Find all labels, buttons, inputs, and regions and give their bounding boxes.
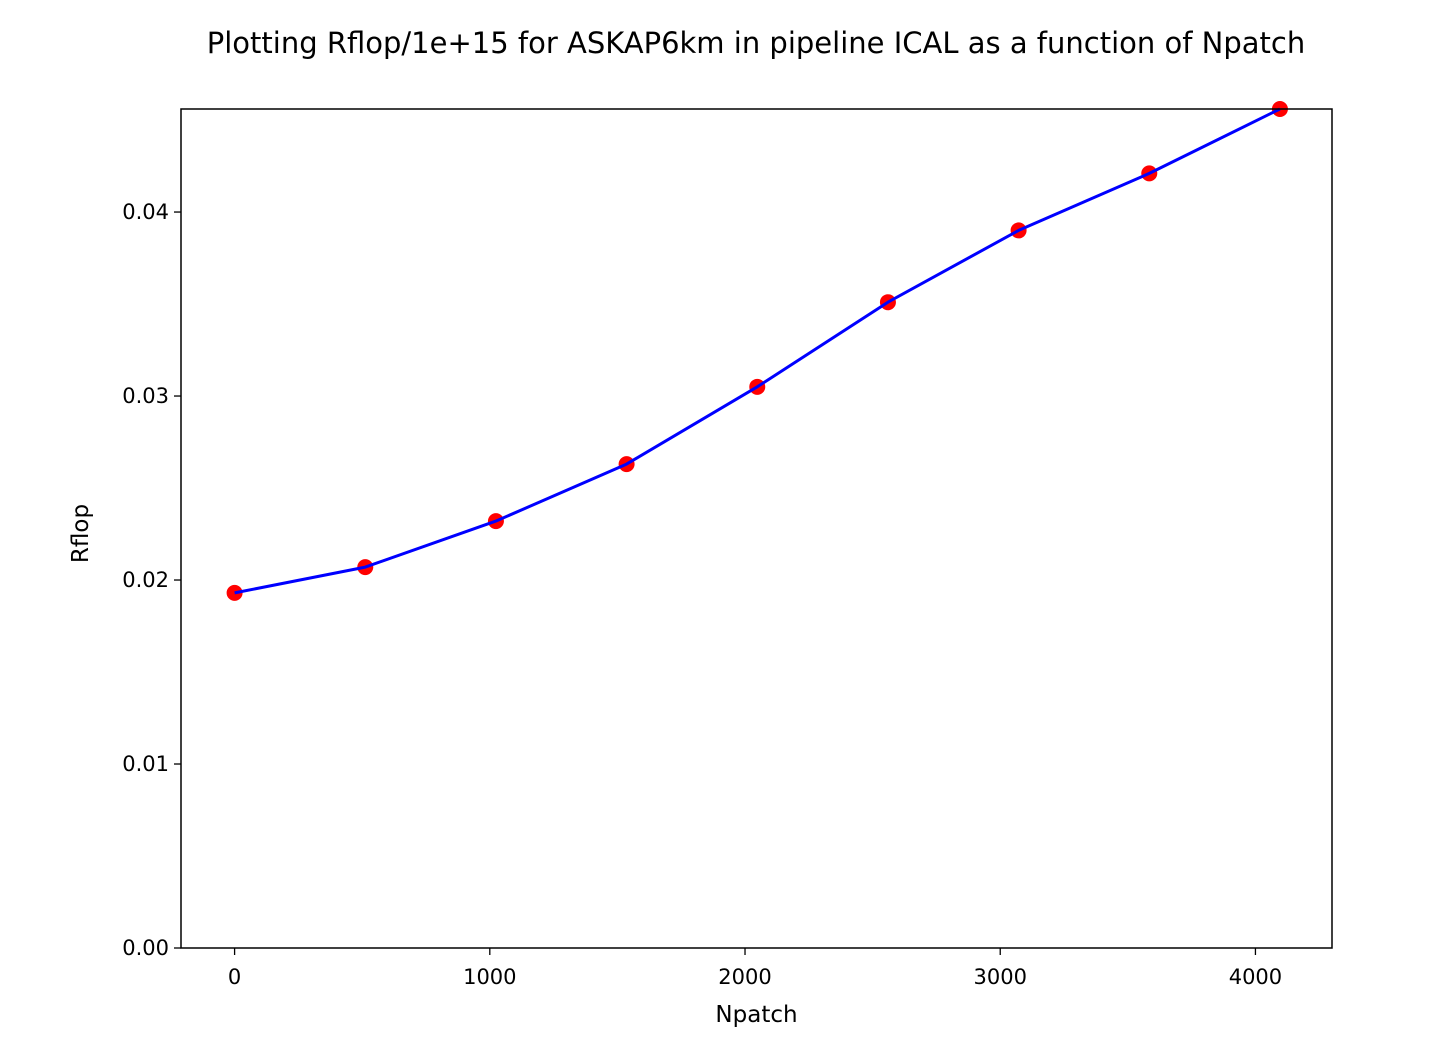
x-tick-label: 2000 [718,965,771,989]
x-tick-label: 1000 [463,965,516,989]
x-tick-label: 4000 [1229,965,1282,989]
plot-marks [226,101,1288,601]
series-line [234,107,1281,595]
y-tick-label: 0.01 [122,752,169,776]
x-axis: 0 1000 2000 3000 4000 [228,948,1282,989]
y-tick-label: 0.03 [122,384,169,408]
y-tick-label: 0.00 [122,936,169,960]
y-tick-label: 0.04 [122,200,169,224]
x-tick-label: 0 [228,965,241,989]
y-tick-label: 0.02 [122,568,169,592]
x-axis-label: Npatch [715,1002,797,1028]
x-tick-label: 3000 [973,965,1026,989]
data-point [226,584,243,601]
chart-title: Plotting Rflop/1e+15 for ASKAP6km in pip… [206,26,1306,60]
plot-frame [180,108,1333,949]
y-axis: 0.00 0.01 0.02 0.03 0.04 [122,200,181,960]
y-axis-label: Rflop [68,504,94,563]
